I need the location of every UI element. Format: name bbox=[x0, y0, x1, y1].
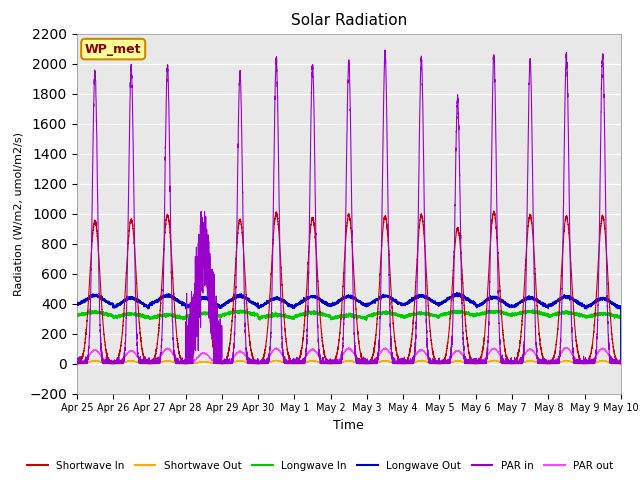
Y-axis label: Radiation (W/m2, umol/m2/s): Radiation (W/m2, umol/m2/s) bbox=[13, 132, 24, 296]
X-axis label: Time: Time bbox=[333, 419, 364, 432]
Text: WP_met: WP_met bbox=[85, 43, 141, 56]
Legend: Shortwave In, Shortwave Out, Longwave In, Longwave Out, PAR in, PAR out: Shortwave In, Shortwave Out, Longwave In… bbox=[22, 456, 618, 475]
Title: Solar Radiation: Solar Radiation bbox=[291, 13, 407, 28]
